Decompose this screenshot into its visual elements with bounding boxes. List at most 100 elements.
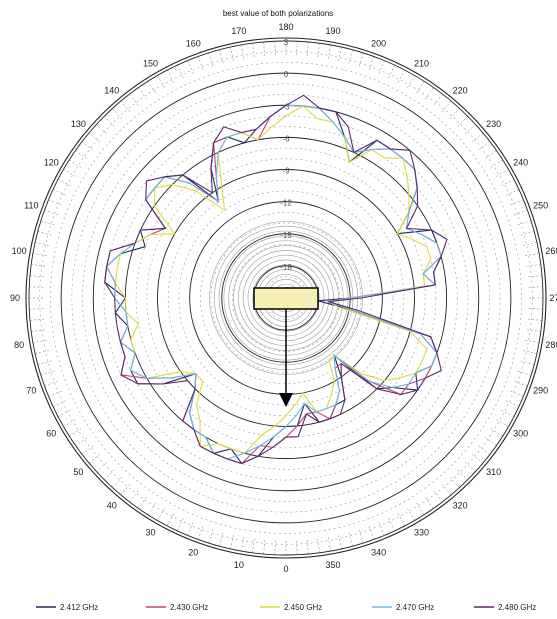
legend-label: 2.450 GHz <box>284 603 322 612</box>
spoke-tick <box>63 419 76 427</box>
angle-tick-label: 270 <box>549 293 557 303</box>
series-lines <box>104 94 448 465</box>
angle-tick-label: 210 <box>414 58 429 68</box>
spoke-tick <box>506 189 520 196</box>
minor-ring <box>146 158 426 438</box>
minor-ring <box>103 115 469 481</box>
angle-tick-label: 10 <box>234 560 244 570</box>
angle-tick-label: 140 <box>104 85 119 95</box>
spoke-tick <box>129 93 139 106</box>
spoke-tick <box>263 540 266 555</box>
spoke-tick <box>528 308 543 310</box>
spoke-tick <box>157 75 165 88</box>
legend-label: 2.412 GHz <box>60 603 98 612</box>
spoke-tick <box>230 47 234 61</box>
legend-label: 2.470 GHz <box>396 603 434 612</box>
angle-tick-label: 280 <box>545 340 557 350</box>
spoke-tick <box>31 264 46 267</box>
spoke-tick <box>457 116 468 127</box>
angle-tick-label: 340 <box>371 548 386 558</box>
spoke-tick <box>208 529 214 544</box>
angle-tick-label: 160 <box>186 38 201 48</box>
minor-ring <box>178 190 394 406</box>
spoke-tick <box>274 41 276 56</box>
spoke-tick <box>490 159 503 168</box>
angle-tick-label: 300 <box>513 429 528 439</box>
legend-item: 2.470 GHz <box>372 603 434 612</box>
angle-tick-label: 170 <box>231 26 246 36</box>
legend-item: 2.450 GHz <box>260 603 322 612</box>
spoke-tick <box>29 275 44 278</box>
spoke-tick <box>32 253 47 257</box>
spoke-tick <box>520 231 535 236</box>
angle-tick-label: 90 <box>10 293 20 303</box>
spoke-tick <box>120 100 130 113</box>
spoke-tick <box>241 44 245 59</box>
spoke-tick <box>52 189 66 196</box>
angle-tick-label: 290 <box>533 386 548 396</box>
minor-ring <box>232 244 340 352</box>
radial-tick-label: 0 <box>284 70 289 79</box>
spoke-tick <box>484 437 497 446</box>
radial-tick-label: -12 <box>280 199 292 208</box>
angle-tick-label: 110 <box>24 200 38 210</box>
angle-tick-label: 320 <box>453 501 468 511</box>
spoke-tick <box>112 476 123 488</box>
spoke-tick <box>104 469 115 480</box>
spoke-tick <box>457 469 468 480</box>
spoke-tick <box>35 350 49 354</box>
legend-label: 2.480 GHz <box>498 603 536 612</box>
spoke-tick <box>338 47 342 61</box>
spoke-tick <box>523 242 537 246</box>
spoke-tick <box>48 390 62 397</box>
spoke-tick <box>338 535 342 549</box>
spoke-tick <box>368 56 375 70</box>
angle-tick-label: 230 <box>486 119 501 129</box>
spoke-tick <box>471 132 484 142</box>
spoke-tick <box>120 483 130 496</box>
spoke-tick <box>425 496 434 509</box>
major-ring <box>60 72 512 524</box>
spoke-tick <box>104 116 115 127</box>
legend-item: 2.430 GHz <box>146 603 208 612</box>
spoke-tick <box>348 49 353 64</box>
spoke-tick <box>520 360 535 365</box>
arrow-down-icon <box>279 393 293 407</box>
spoke-tick <box>75 437 88 446</box>
spoke-tick <box>478 445 491 455</box>
spoke-tick <box>327 44 331 59</box>
spoke-tick <box>471 454 484 464</box>
spoke-tick <box>484 150 497 159</box>
spoke-tick <box>506 400 520 407</box>
minor-ring <box>82 94 490 502</box>
spoke-tick <box>35 242 49 246</box>
angle-tick-label: 260 <box>545 246 557 256</box>
spoke-tick <box>147 81 156 94</box>
spoke-tick <box>31 329 46 332</box>
spoke-tick <box>523 350 537 354</box>
spoke-tick <box>464 461 476 472</box>
spoke-tick <box>433 490 443 503</box>
spoke-tick <box>157 508 165 521</box>
minor-ring <box>135 147 437 449</box>
spoke-tick <box>327 537 331 552</box>
spoke-tick <box>147 502 156 515</box>
spoke-tick <box>358 52 364 67</box>
angle-tick-label: 80 <box>14 340 24 350</box>
angle-tick-label: 250 <box>533 200 548 210</box>
device-graphic <box>253 287 319 407</box>
spoke-tick <box>112 108 123 120</box>
spoke-tick <box>306 540 309 555</box>
spoke-tick <box>177 518 184 532</box>
legend: 2.412 GHz 2.430 GHz 2.450 GHz 2.470 GHz 2.48… <box>36 603 536 612</box>
radial-tick-label: -3 <box>282 102 290 111</box>
radial-tick-label: -18 <box>280 263 292 272</box>
spoke-tick <box>96 461 108 472</box>
spoke-tick <box>52 400 66 407</box>
minor-ring <box>39 51 533 545</box>
spoke-tick <box>416 502 425 515</box>
angle-tick-label: 220 <box>453 85 468 95</box>
spoke-tick <box>48 199 62 206</box>
spoke-tick <box>29 286 44 288</box>
